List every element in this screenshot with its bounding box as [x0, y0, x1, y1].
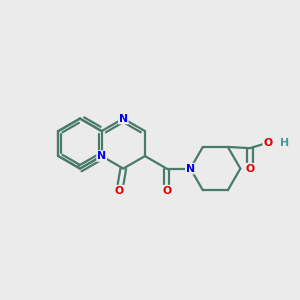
Text: O: O: [115, 186, 124, 196]
Text: N: N: [119, 114, 128, 124]
Text: O: O: [263, 138, 272, 148]
Text: N: N: [97, 151, 106, 161]
Text: O: O: [245, 164, 254, 174]
Text: N: N: [186, 164, 195, 174]
Text: O: O: [162, 186, 171, 196]
Text: H: H: [280, 138, 289, 148]
